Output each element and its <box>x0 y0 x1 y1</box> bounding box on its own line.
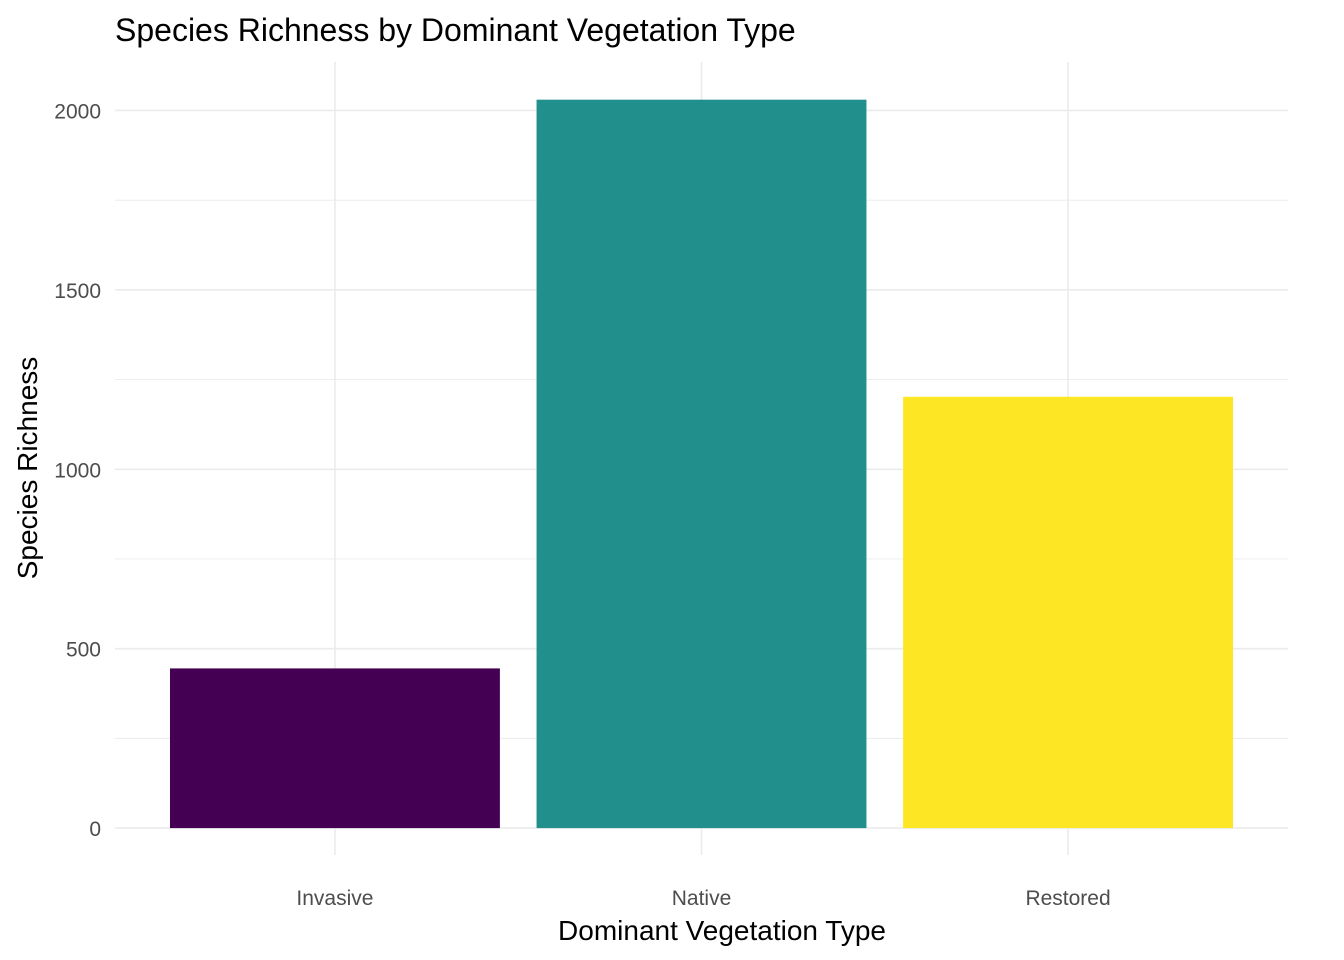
y-tick-label: 2000 <box>54 100 101 123</box>
y-tick-label: 0 <box>89 818 101 841</box>
chart-title: Species Richness by Dominant Vegetation … <box>115 12 796 48</box>
bar-native <box>536 99 867 829</box>
bar-restored <box>903 396 1234 829</box>
x-tick-label: Native <box>672 887 732 910</box>
y-axis-title: Species Richness <box>12 357 43 580</box>
bar-invasive <box>169 668 500 829</box>
y-tick-label: 1500 <box>54 280 101 303</box>
x-tick-label: Restored <box>1025 887 1110 910</box>
y-tick-label: 500 <box>66 639 101 662</box>
bars <box>169 99 1234 829</box>
x-tick-label: Invasive <box>296 887 373 910</box>
x-axis-title: Dominant Vegetation Type <box>558 915 886 946</box>
x-axis-ticks: Invasive Native Restored <box>296 887 1110 910</box>
y-axis-ticks: 0 500 1000 1500 2000 <box>54 100 101 841</box>
y-tick-label: 1000 <box>54 459 101 482</box>
